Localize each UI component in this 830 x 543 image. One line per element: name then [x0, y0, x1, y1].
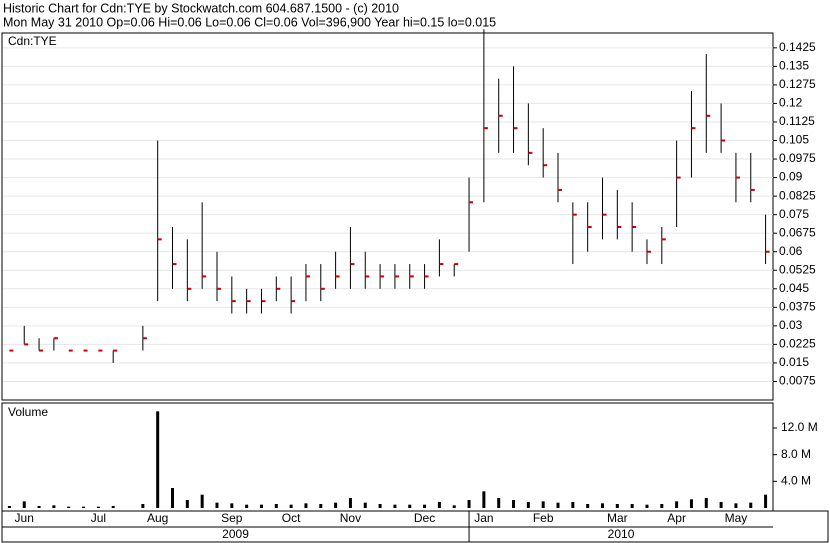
y-tick-label: 0.12 — [779, 96, 803, 110]
volume-bar — [586, 504, 590, 508]
volume-bar — [230, 503, 234, 508]
volume-bar — [141, 504, 145, 508]
year-label: 2010 — [608, 527, 635, 541]
volume-bar — [67, 506, 71, 508]
y-tick-label: 0.1275 — [779, 77, 816, 91]
volume-bar — [259, 504, 263, 508]
volume-bar — [630, 504, 634, 508]
y-tick-label: 0.0225 — [779, 337, 816, 351]
y-tick-label: 0.09 — [779, 170, 803, 184]
volume-bar — [22, 501, 26, 508]
x-tick-label: Sep — [221, 511, 243, 525]
volume-bar — [215, 502, 219, 508]
x-tick-label: May — [725, 511, 748, 525]
volume-bar — [274, 504, 278, 508]
volume-bar — [37, 506, 41, 508]
x-tick-label: Jul — [91, 511, 106, 525]
x-tick-label: Jun — [15, 511, 34, 525]
volume-label: Volume — [8, 405, 48, 419]
price-label: Cdn:TYE — [8, 34, 57, 48]
y-tick-label: 0.015 — [779, 355, 809, 369]
volume-bar — [704, 498, 708, 508]
volume-bar — [526, 502, 530, 508]
y-tick-label: 0.0375 — [779, 299, 816, 313]
volume-bar — [408, 504, 412, 508]
y-tick-label: 8.0 M — [781, 447, 811, 461]
volume-bar — [615, 504, 619, 508]
volume-bar — [378, 504, 382, 508]
volume-bar — [482, 491, 486, 508]
volume-bar — [719, 502, 723, 508]
y-tick-label: 0.0525 — [779, 262, 816, 276]
volume-bar — [304, 503, 308, 508]
x-tick-label: Feb — [533, 511, 554, 525]
volume-bar — [437, 502, 441, 508]
volume-bar — [734, 503, 738, 508]
header-title: Historic Chart for Cdn:TYE by Stockwatch… — [3, 1, 399, 15]
volume-bar — [571, 502, 575, 508]
y-tick-label: 0.1125 — [779, 114, 815, 128]
volume-bar — [512, 500, 516, 508]
volume-bar — [363, 502, 367, 508]
x-tick-label: Aug — [147, 511, 168, 525]
volume-bar — [600, 503, 604, 508]
volume-bar — [7, 506, 11, 508]
volume-bar — [675, 501, 679, 508]
volume-bar — [289, 504, 293, 508]
x-tick-label: Oct — [282, 511, 301, 525]
y-tick-label: 0.075 — [779, 207, 809, 221]
volume-bar — [660, 504, 664, 508]
x-tick-label: Nov — [340, 511, 361, 525]
x-tick-label: Jan — [474, 511, 493, 525]
volume-bar — [423, 504, 427, 508]
volume-bar — [497, 498, 501, 508]
volume-bar — [96, 506, 100, 508]
volume-bar — [111, 506, 115, 508]
volume-bar — [556, 502, 560, 508]
x-tick-label: Mar — [607, 511, 628, 525]
y-tick-label: 0.105 — [779, 133, 809, 147]
volume-bar — [764, 494, 768, 508]
volume-bar — [82, 506, 86, 508]
volume-bar — [334, 502, 338, 508]
volume-bar — [171, 488, 175, 508]
volume-bar — [245, 504, 249, 508]
volume-bar — [467, 500, 471, 508]
x-tick-label: Dec — [414, 511, 435, 525]
volume-bar — [393, 504, 397, 508]
x-tick-label: Apr — [667, 511, 686, 525]
y-tick-label: 4.0 M — [781, 474, 811, 488]
volume-bar — [185, 500, 189, 508]
y-tick-label: 0.1425 — [779, 40, 816, 54]
volume-bar — [348, 498, 352, 508]
y-tick-label: 0.0975 — [779, 151, 816, 165]
y-tick-label: 12.0 M — [781, 420, 818, 434]
y-tick-label: 0.0675 — [779, 225, 816, 239]
volume-bar — [541, 501, 545, 508]
volume-bar — [319, 504, 323, 508]
volume-bar — [452, 505, 456, 508]
y-tick-label: 0.03 — [779, 318, 803, 332]
volume-bar — [200, 494, 204, 508]
header-quote: Mon May 31 2010 Op=0.06 Hi=0.06 Lo=0.06 … — [3, 15, 496, 29]
volume-bar — [645, 504, 649, 508]
volume-bar — [689, 499, 693, 508]
volume-bar — [749, 502, 753, 508]
y-tick-label: 0.0825 — [779, 188, 816, 202]
y-tick-label: 0.06 — [779, 244, 803, 258]
year-label: 2009 — [222, 527, 249, 541]
volume-bar — [52, 505, 56, 508]
price-panel — [1, 32, 774, 401]
volume-bar — [156, 411, 160, 508]
y-tick-label: 0.045 — [779, 281, 809, 295]
y-tick-label: 0.0075 — [779, 374, 816, 388]
y-tick-label: 0.135 — [779, 59, 809, 73]
